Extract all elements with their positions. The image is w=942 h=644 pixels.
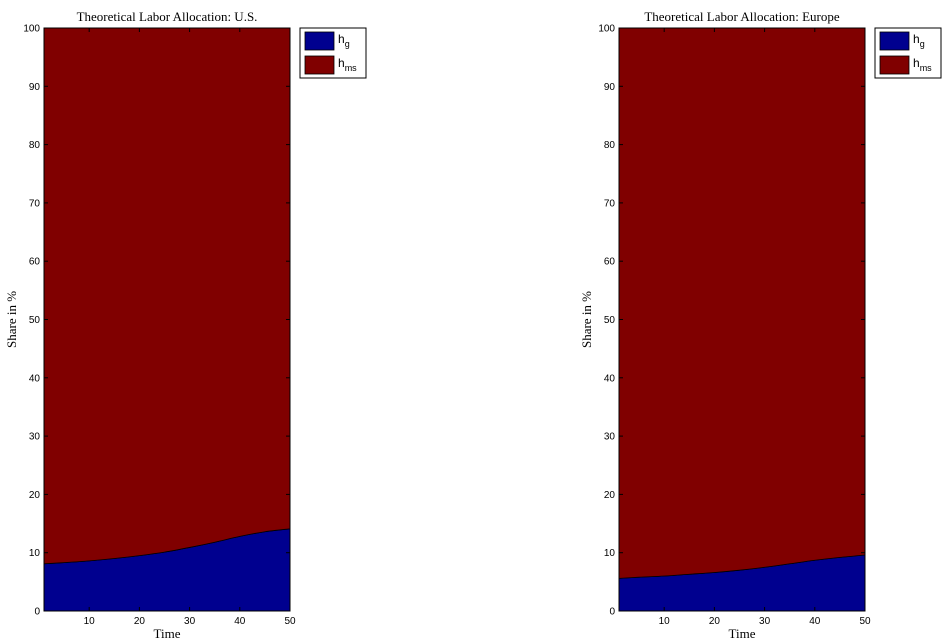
- y-tick-label: 30: [604, 432, 616, 443]
- chart-panel-1: 0 10 20 30 40 50 60 70 80 90 100 10 20 30 40 50 Theoreti…: [579, 9, 942, 641]
- x-tick-label: 30: [184, 616, 196, 627]
- legend-swatch-h-ms: [304, 55, 335, 75]
- legend-label-h-ms: hms: [913, 56, 932, 73]
- y-tick-label: 50: [29, 315, 41, 326]
- chart-panel-0: 0 10 20 30 40 50 60 70 80 90 100 10 20 30 40 50 Theoreti…: [4, 9, 367, 641]
- y-tick-label: 60: [604, 257, 616, 268]
- x-tick-label: 30: [759, 616, 771, 627]
- legend: hg hms: [874, 27, 942, 79]
- legend-label-h-ms: hms: [338, 56, 357, 73]
- x-axis-label: Time: [729, 626, 756, 641]
- y-tick-label: 100: [23, 24, 40, 35]
- chart-title: Theoretical Labor Allocation: Europe: [644, 9, 840, 24]
- y-tick-label: 20: [604, 490, 616, 501]
- chart-title: Theoretical Labor Allocation: U.S.: [77, 9, 258, 24]
- y-tick-label: 90: [29, 82, 41, 93]
- y-tick-label: 70: [604, 198, 616, 209]
- y-tick-label: 80: [29, 140, 41, 151]
- y-tick-label: 20: [29, 490, 41, 501]
- area-series-h-ms: [618, 27, 866, 579]
- y-tick-label: 10: [604, 548, 616, 559]
- y-tick-label: 0: [34, 607, 40, 618]
- area-series-h-ms: [43, 27, 291, 565]
- legend-swatch-h-g: [879, 31, 910, 51]
- x-tick-label: 20: [134, 616, 146, 627]
- y-axis-label: Share in %: [4, 291, 19, 348]
- y-tick-label: 100: [598, 24, 615, 35]
- y-tick-label: 40: [604, 373, 616, 384]
- y-tick-label: 50: [604, 315, 616, 326]
- x-tick-label: 10: [84, 616, 96, 627]
- y-tick-label: 0: [609, 607, 615, 618]
- legend-label-h-g: hg: [338, 32, 350, 49]
- y-tick-label: 80: [604, 140, 616, 151]
- legend-swatch-h-g: [304, 31, 335, 51]
- y-tick-label: 30: [29, 432, 41, 443]
- y-tick-label: 70: [29, 198, 41, 209]
- legend: hg hms: [299, 27, 367, 79]
- x-tick-label: 20: [709, 616, 721, 627]
- y-tick-label: 40: [29, 373, 41, 384]
- y-axis-label: Share in %: [579, 291, 594, 348]
- x-axis-label: Time: [154, 626, 181, 641]
- x-tick-label: 40: [234, 616, 246, 627]
- y-tick-label: 90: [604, 82, 616, 93]
- x-tick-label: 10: [659, 616, 671, 627]
- legend-label-h-g: hg: [913, 32, 925, 49]
- x-tick-label: 50: [284, 616, 296, 627]
- y-tick-label: 10: [29, 548, 41, 559]
- y-tick-label: 60: [29, 257, 41, 268]
- legend-swatch-h-ms: [879, 55, 910, 75]
- x-tick-label: 50: [859, 616, 871, 627]
- x-tick-label: 40: [809, 616, 821, 627]
